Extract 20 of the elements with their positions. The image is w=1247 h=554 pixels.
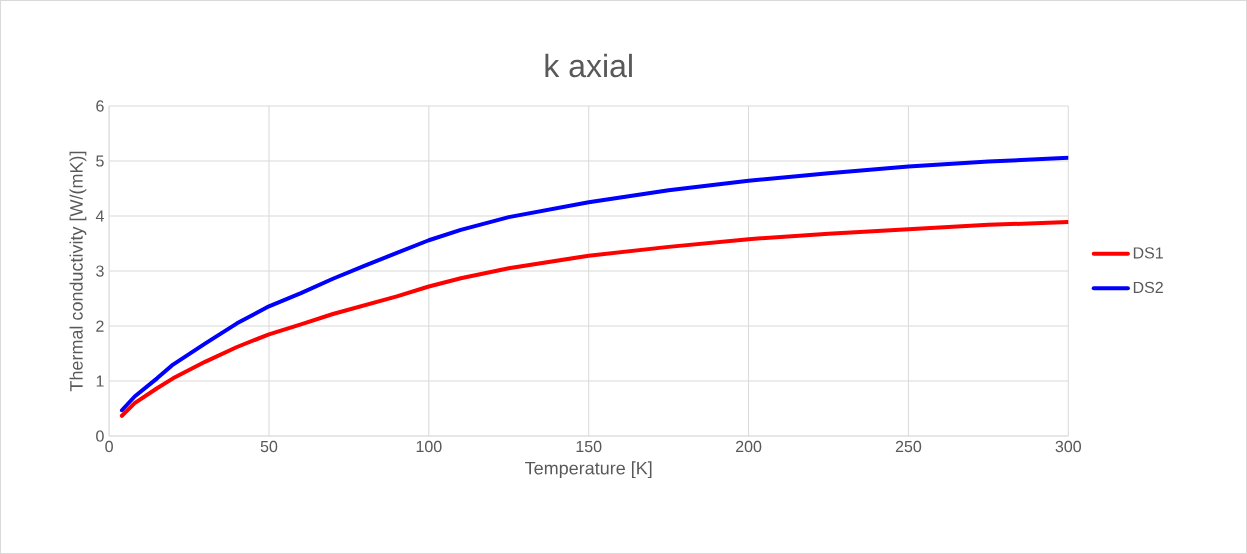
- y-tick-label: 1: [96, 375, 104, 387]
- x-tick-label: 100: [416, 440, 442, 453]
- x-tick-label: 0: [105, 440, 113, 453]
- y-tick-label: 2: [96, 320, 104, 332]
- x-tick-label: 200: [736, 440, 762, 453]
- y-axis-title: Thermal conductivity [W/(mK)]: [69, 151, 87, 392]
- x-tick-label: 150: [576, 440, 602, 453]
- x-axis-title: Temperature [K]: [525, 461, 652, 479]
- x-tick-label: 250: [895, 440, 922, 453]
- y-tick-label: 0: [96, 430, 104, 442]
- legend-label: DS1: [1133, 247, 1163, 259]
- y-tick-label: 3: [96, 265, 104, 277]
- x-tick-label: 300: [1055, 440, 1082, 453]
- line-series: [119, 155, 1069, 413]
- y-tick-label: 5: [96, 155, 104, 167]
- legend-label: DS2: [1133, 281, 1163, 293]
- x-tick-label: 50: [260, 440, 278, 453]
- y-tick-label: 6: [96, 100, 104, 112]
- y-tick-label: 4: [95, 210, 104, 222]
- chart-title: k axial: [545, 53, 632, 78]
